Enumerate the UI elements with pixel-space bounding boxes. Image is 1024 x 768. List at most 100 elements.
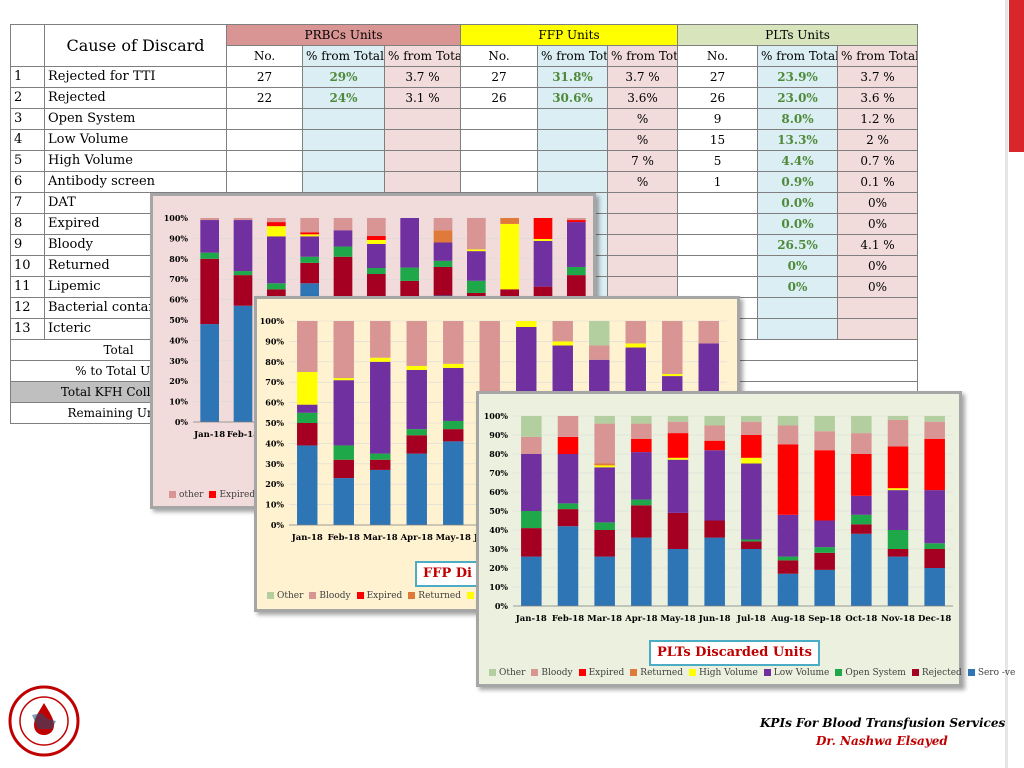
bar-segment [589, 321, 610, 346]
bar-segment [594, 465, 615, 468]
bar-segment [370, 357, 391, 362]
value-cell: 0% [757, 255, 839, 277]
bar-segment [631, 416, 652, 424]
legend-swatch [578, 669, 586, 676]
bar-segment [814, 520, 835, 548]
value-cell [677, 255, 759, 277]
bar-segment [887, 419, 909, 447]
value-cell: 0% [757, 276, 839, 298]
table-row: 6 Antibody screen% 1 0.9% 0.1 % [10, 171, 919, 193]
legend-label: Low Volume [773, 668, 830, 678]
value-cell: 31.8% [537, 66, 609, 88]
bar-segment [467, 251, 486, 281]
legend-label: Returned [418, 591, 461, 601]
bar-segment [631, 452, 652, 500]
bar-segment [631, 423, 652, 439]
bar-segment [851, 416, 872, 434]
value-cell: 3.6 % [837, 87, 919, 109]
cause-cell: High Volume [44, 150, 227, 172]
bar-segment [367, 240, 386, 244]
value-cell: 1 [677, 171, 759, 193]
x-tick-label: Dec-18 [918, 614, 951, 624]
bar-segment [500, 223, 519, 290]
bar-segment [367, 236, 386, 240]
y-tick-label: 60% [489, 487, 508, 497]
legend-swatch [630, 669, 638, 676]
ffp-no-header: No. [460, 45, 539, 67]
y-tick-label: 20% [169, 376, 188, 386]
bar-segment [533, 238, 553, 241]
row-number: 1 [10, 66, 45, 88]
value-cell [383, 150, 462, 172]
y-tick-label: 70% [265, 377, 284, 387]
legend-label: other [179, 490, 204, 500]
bar-segment [557, 526, 579, 606]
bar-segment [267, 226, 286, 237]
y-tick-label: 40% [265, 438, 284, 448]
plt-chart-legend: Other Bloody Expired Returned High Volume Low… [483, 668, 1015, 678]
value-cell: 0% [837, 255, 919, 277]
value-cell: 4.1 % [837, 234, 919, 256]
bar-segment [200, 258, 219, 325]
x-tick-label: Mar-18 [363, 533, 398, 543]
bar-segment [521, 528, 542, 557]
value-cell [226, 171, 303, 193]
row-number-header [10, 24, 45, 67]
legend-swatch [835, 669, 843, 676]
bar-segment [406, 365, 427, 370]
legend-swatch [169, 491, 176, 498]
bar-segment [467, 218, 486, 250]
bar-segment [200, 218, 219, 221]
bar-segment [777, 425, 799, 445]
bar-segment [589, 345, 610, 360]
bar-segment [557, 503, 579, 510]
bar-segment [521, 556, 542, 606]
legend-swatch [689, 669, 696, 676]
value-cell: 26 [460, 87, 539, 109]
value-cell [460, 171, 539, 193]
bar-segment [300, 218, 319, 233]
bar-segment [557, 509, 579, 527]
value-cell: % [607, 108, 679, 130]
cause-cell: Rejected for TTI [44, 66, 227, 88]
legend-label: Returned [640, 668, 683, 678]
bar-segment [594, 530, 615, 557]
bar-segment [370, 453, 391, 460]
prbc-pct-discarded-header: % from Total Discarded [302, 45, 385, 67]
legend-swatch [763, 669, 771, 676]
legend-swatch [489, 669, 496, 676]
bar-segment [333, 478, 354, 525]
bar-segment [521, 454, 542, 511]
bar-segment [267, 222, 286, 227]
legend-label: Bloody [541, 668, 573, 678]
footer-title: KPIs For Blood Transfusion Services [760, 716, 1006, 730]
ffp-pct-discarded-header: % from Total Discarded [537, 45, 609, 67]
table-row: 3 Open System% 9 8.0% 1.2 % [10, 108, 919, 130]
plt-no-header: No. [677, 45, 759, 67]
bar-segment [443, 429, 464, 442]
bar-segment [557, 436, 579, 454]
bar-segment [814, 569, 835, 606]
bar-segment [631, 438, 652, 453]
bar-segment [667, 549, 689, 606]
bar-segment [662, 321, 683, 375]
slide-edge-line [1005, 0, 1008, 768]
value-cell: 1.2 % [837, 108, 919, 130]
bar-segment [887, 416, 909, 420]
value-cell: 26.5% [757, 234, 839, 256]
value-cell: 27 [226, 66, 303, 88]
plt-pct-collected-header: % from Total Collected [837, 45, 919, 67]
table-row: 5 High Volume 7 % 5 4.4% 0.7 % [10, 150, 919, 172]
bar-segment [625, 343, 646, 348]
bar-segment [267, 289, 286, 300]
bar-segment [887, 490, 909, 530]
bar-segment [887, 530, 909, 549]
bar-segment [698, 321, 719, 344]
row-number: 3 [10, 108, 45, 130]
value-cell: 22 [226, 87, 303, 109]
y-tick-label: 90% [169, 233, 188, 243]
value-cell: 15 [677, 129, 759, 151]
legend-swatch [967, 669, 975, 676]
bar-segment [367, 218, 386, 236]
cause-header: Cause of Discard [44, 24, 227, 67]
